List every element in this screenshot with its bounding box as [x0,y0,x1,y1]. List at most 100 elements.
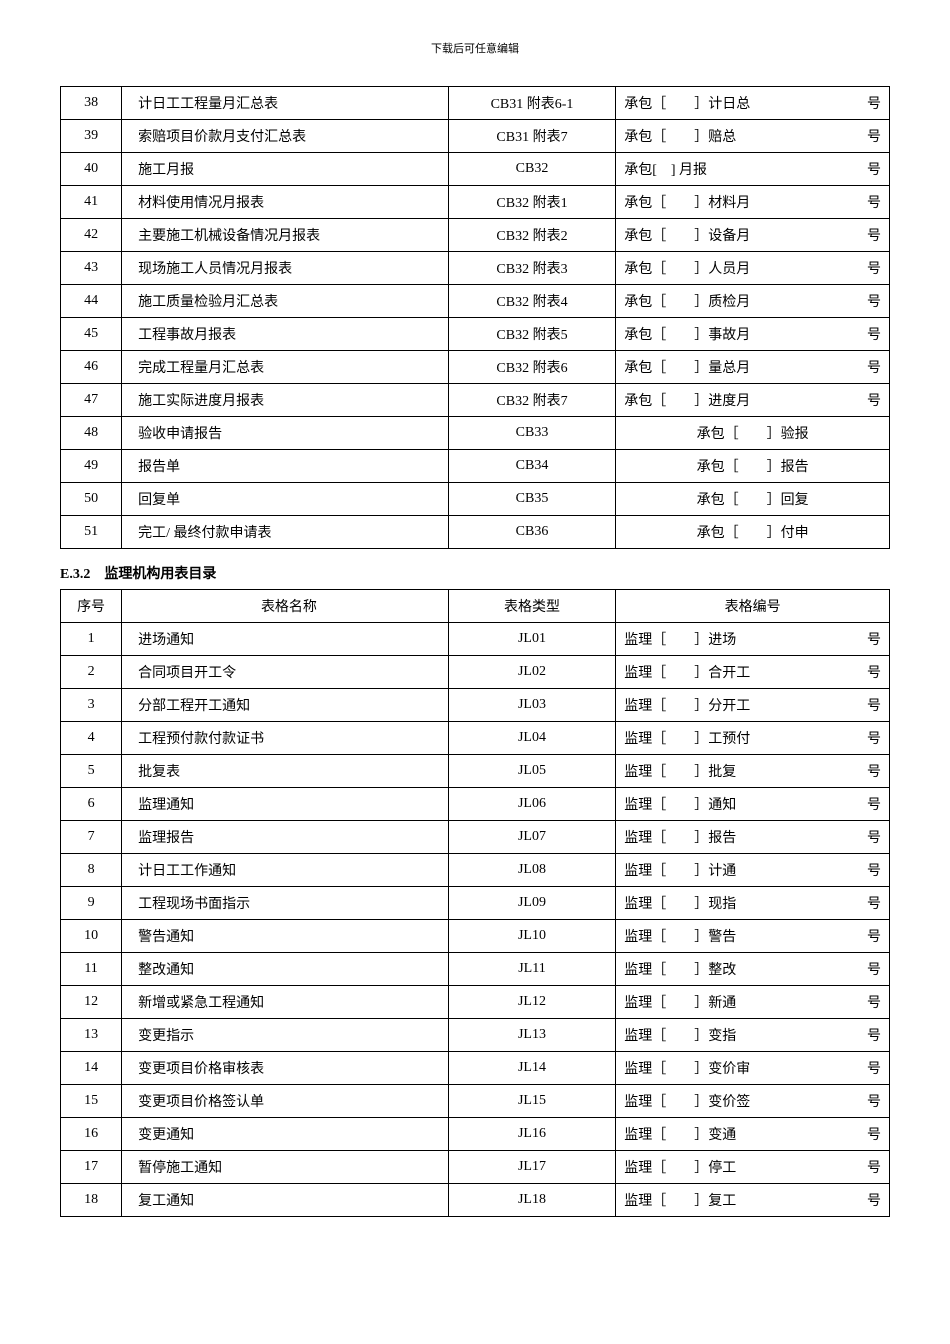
cell-code: 监理［ ］新通号 [616,986,890,1019]
header-type: 表格类型 [448,590,615,623]
cell-num: 9 [61,887,122,920]
code-left: 承包［ ］质检月 [624,291,750,311]
cell-code: 承包［ ］付申 [616,516,890,549]
table-row: 43现场施工人员情况月报表CB32 附表3承包［ ］人员月号 [61,252,890,285]
cell-code: 承包［ ］报告 [616,450,890,483]
cell-num: 50 [61,483,122,516]
code-right: 号 [867,192,881,212]
cell-num: 2 [61,656,122,689]
table-row: 39索赔项目价款月支付汇总表CB31 附表7承包［ ］赔总号 [61,120,890,153]
code-left: 监理［ ］工预付 [624,728,750,748]
cell-name: 变更通知 [122,1118,449,1151]
cell-name: 变更项目价格审核表 [122,1052,449,1085]
table-row: 1进场通知JL01监理［ ］进场号 [61,623,890,656]
cell-code: 监理［ ］进场号 [616,623,890,656]
cell-name: 施工质量检验月汇总表 [122,285,449,318]
cell-name: 监理报告 [122,821,449,854]
table-row: 47施工实际进度月报表CB32 附表7承包［ ］进度月号 [61,384,890,417]
cell-code: 承包［ ］质检月号 [616,285,890,318]
cell-type: JL01 [448,623,615,656]
cell-name: 工程预付款付款证书 [122,722,449,755]
code-left: 监理［ ］变价签 [624,1091,750,1111]
cell-num: 44 [61,285,122,318]
code-left: 承包［ ］赔总 [624,126,736,146]
code-right: 号 [867,1157,881,1177]
cell-type: JL09 [448,887,615,920]
cell-type: CB32 附表5 [448,318,615,351]
cell-name: 复工通知 [122,1184,449,1217]
table-row: 44施工质量检验月汇总表CB32 附表4承包［ ］质检月号 [61,285,890,318]
cell-type: CB35 [448,483,615,516]
code-left: 监理［ ］复工 [624,1190,736,1210]
code-left: 承包[ ] 月报 [624,159,707,179]
cell-name: 分部工程开工通知 [122,689,449,722]
table-row: 7监理报告JL07监理［ ］报告号 [61,821,890,854]
cell-name: 警告通知 [122,920,449,953]
cell-type: CB33 [448,417,615,450]
table-row: 49报告单CB34承包［ ］报告 [61,450,890,483]
cell-type: JL14 [448,1052,615,1085]
cell-type: JL11 [448,953,615,986]
cell-type: CB32 附表4 [448,285,615,318]
cell-code: 承包［ ］事故月号 [616,318,890,351]
cell-num: 8 [61,854,122,887]
table-row: 45工程事故月报表CB32 附表5承包［ ］事故月号 [61,318,890,351]
cell-name: 变更项目价格签认单 [122,1085,449,1118]
code-right: 号 [867,1124,881,1144]
cell-name: 施工实际进度月报表 [122,384,449,417]
code-right: 号 [867,827,881,847]
cell-name: 整改通知 [122,953,449,986]
cell-num: 43 [61,252,122,285]
code-right: 号 [867,728,881,748]
cell-code: 监理［ ］现指号 [616,887,890,920]
cell-code: 监理［ ］警告号 [616,920,890,953]
cell-num: 5 [61,755,122,788]
code-left: 监理［ ］分开工 [624,695,750,715]
cell-name: 主要施工机械设备情况月报表 [122,219,449,252]
code-left: 监理［ ］警告 [624,926,736,946]
cell-num: 11 [61,953,122,986]
code-left: 监理［ ］新通 [624,992,736,1012]
cell-type: JL08 [448,854,615,887]
cell-num: 46 [61,351,122,384]
code-right: 号 [867,629,881,649]
cell-type: JL04 [448,722,615,755]
cell-name: 验收申请报告 [122,417,449,450]
cell-type: CB32 附表3 [448,252,615,285]
cell-num: 7 [61,821,122,854]
cell-num: 49 [61,450,122,483]
table-row: 40施工月报CB32承包[ ] 月报号 [61,153,890,186]
table-row: 46完成工程量月汇总表CB32 附表6承包［ ］量总月号 [61,351,890,384]
table-jl-forms: 序号 表格名称 表格类型 表格编号 1进场通知JL01监理［ ］进场号2合同项目… [60,589,890,1217]
code-right: 号 [867,390,881,410]
cell-code: 承包［ ］回复 [616,483,890,516]
cell-num: 16 [61,1118,122,1151]
code-left: 承包［ ］计日总 [624,93,750,113]
code-left: 监理［ ］计通 [624,860,736,880]
cell-num: 3 [61,689,122,722]
cell-code: 承包［ ］量总月号 [616,351,890,384]
cell-code: 监理［ ］变价审号 [616,1052,890,1085]
table-row: 16变更通知JL16监理［ ］变通号 [61,1118,890,1151]
code-left: 监理［ ］报告 [624,827,736,847]
table-row: 6监理通知JL06监理［ ］通知号 [61,788,890,821]
cell-code: 监理［ ］变指号 [616,1019,890,1052]
cell-name: 施工月报 [122,153,449,186]
cell-code: 监理［ ］通知号 [616,788,890,821]
table-row: 8计日工工作通知JL08监理［ ］计通号 [61,854,890,887]
table-row: 3分部工程开工通知JL03监理［ ］分开工号 [61,689,890,722]
table-row: 17暂停施工通知JL17监理［ ］停工号 [61,1151,890,1184]
cell-code: 承包［ ］赔总号 [616,120,890,153]
cell-name: 工程事故月报表 [122,318,449,351]
code-right: 号 [867,324,881,344]
code-right: 号 [867,794,881,814]
code-left: 监理［ ］合开工 [624,662,750,682]
cell-num: 48 [61,417,122,450]
table-row: 48验收申请报告CB33承包［ ］验报 [61,417,890,450]
cell-type: CB32 附表7 [448,384,615,417]
cell-name: 暂停施工通知 [122,1151,449,1184]
table-row: 41材料使用情况月报表CB32 附表1承包［ ］材料月号 [61,186,890,219]
cell-type: CB32 [448,153,615,186]
code-right: 号 [867,93,881,113]
cell-code: 监理［ ］分开工号 [616,689,890,722]
